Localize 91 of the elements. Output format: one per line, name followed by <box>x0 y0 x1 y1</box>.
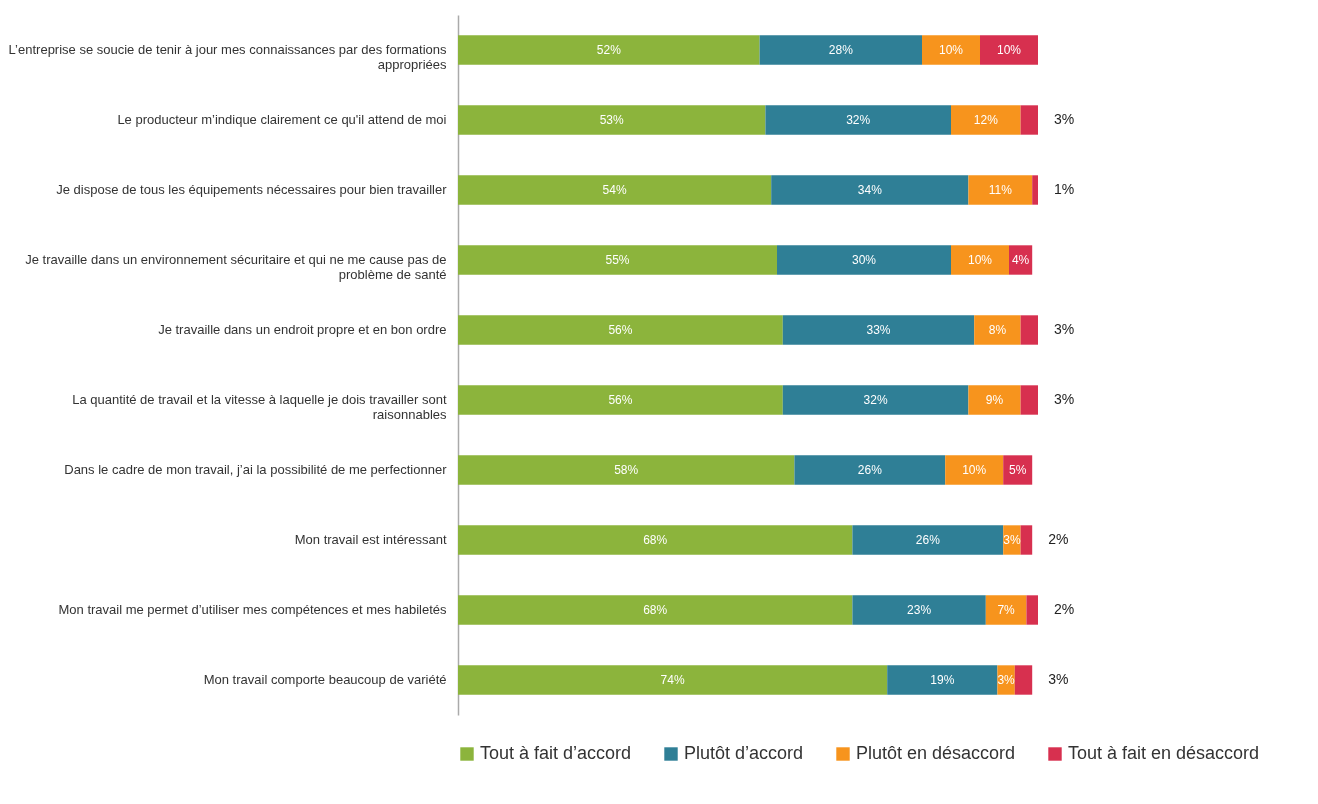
bar <box>887 665 998 695</box>
data-label: 30% <box>851 253 877 267</box>
data-label: 3% <box>1048 671 1069 687</box>
data-label: 74% <box>660 673 685 687</box>
data-label: 5% <box>1009 463 1027 477</box>
data-label: 32% <box>846 113 871 127</box>
bar <box>980 35 1038 65</box>
data-label: 7% <box>997 603 1016 617</box>
bar <box>458 455 795 485</box>
data-label: 10% <box>996 43 1022 57</box>
data-label: 56% <box>608 393 633 407</box>
bar <box>985 595 1027 625</box>
data-label: 10% <box>938 43 964 57</box>
data-label: 68% <box>643 603 668 617</box>
bar <box>458 525 853 555</box>
bar <box>974 315 1021 345</box>
data-label: 34% <box>857 183 883 197</box>
bar <box>1032 175 1038 205</box>
y-tick-label: L’entreprise se soucie de tenir à jour mes connaissances par des formations appropriées <box>8 42 447 72</box>
data-label: 55% <box>605 253 630 267</box>
data-label: 52% <box>596 43 622 57</box>
bar <box>945 455 1004 485</box>
data-label: 9% <box>985 393 1004 407</box>
data-label: 26% <box>857 463 883 477</box>
data-label: 54% <box>602 183 627 197</box>
bar <box>1026 595 1038 625</box>
y-tick-label: Je travaille dans un endroit propre et en bon ordre <box>158 322 447 337</box>
bar <box>458 175 772 205</box>
bar <box>1020 385 1038 415</box>
bar <box>458 315 783 345</box>
data-label: 10% <box>962 463 987 477</box>
bar <box>1020 315 1038 345</box>
data-label: 3% <box>997 673 1016 687</box>
legend-label: Plutôt en désaccord <box>856 743 1016 763</box>
data-label: 3% <box>1054 321 1075 337</box>
data-label: 58% <box>614 463 639 477</box>
y-tick-label: Mon travail me permet d’utiliser mes compétences et mes habiletés <box>58 602 447 617</box>
bar <box>782 385 969 415</box>
bar <box>759 35 922 65</box>
bar <box>852 525 1004 555</box>
y-tick-label: Je dispose de tous les équipements nécessaires pour bien travailler <box>56 182 448 197</box>
bar <box>1020 105 1038 135</box>
y-tick-label: Je travaille dans un environnement sécuritaire et qui ne me cause pas de problème de santé <box>25 252 447 282</box>
bar <box>771 175 969 205</box>
data-label: 4% <box>1011 253 1030 267</box>
y-tick-label: Mon travail comporte beaucoup de variété <box>203 672 447 687</box>
bar <box>1014 665 1033 695</box>
bar <box>968 385 1021 415</box>
bar <box>1020 525 1033 555</box>
data-label: 2% <box>1054 601 1075 617</box>
data-label: 26% <box>915 533 941 547</box>
data-label: 23% <box>907 603 932 617</box>
bar <box>458 595 853 625</box>
bar <box>794 455 946 485</box>
y-tick-label: Le producteur m’indique clairement ce qu'il attend de moi <box>117 112 447 127</box>
bar <box>458 665 888 695</box>
data-label: 33% <box>866 323 891 337</box>
bar <box>458 385 783 415</box>
bar <box>968 175 1033 205</box>
legend-label: Tout à fait d’accord <box>480 743 632 763</box>
bar <box>852 595 986 625</box>
data-label: 53% <box>599 113 625 127</box>
data-label: 56% <box>608 323 633 337</box>
data-label: 19% <box>930 673 955 687</box>
y-tick-label: Mon travail est intéressant <box>294 532 447 547</box>
legend-label: Tout à fait en désaccord <box>1068 743 1260 763</box>
data-label: 1% <box>1054 181 1075 197</box>
data-label: 32% <box>863 393 888 407</box>
data-label: 3% <box>1054 391 1075 407</box>
bar <box>951 245 1009 275</box>
bar <box>458 35 760 65</box>
bar <box>765 105 951 135</box>
bar <box>777 245 951 275</box>
data-label: 2% <box>1048 531 1069 547</box>
data-label: 3% <box>1054 111 1075 127</box>
data-label: 8% <box>988 323 1007 337</box>
bar <box>782 315 975 345</box>
bar <box>951 105 1021 135</box>
data-label: 28% <box>828 43 854 57</box>
bar <box>458 245 777 275</box>
legend-label: Plutôt d’accord <box>684 743 804 763</box>
bar <box>1003 455 1033 485</box>
data-label: 3% <box>1003 533 1021 547</box>
data-label: 10% <box>967 253 993 267</box>
bar <box>922 35 980 65</box>
bar <box>458 105 766 135</box>
data-label: 12% <box>973 113 999 127</box>
data-label: 68% <box>643 533 668 547</box>
y-tick-label: Dans le cadre de mon travail, j’ai la possibilité de me perfectionner <box>64 462 448 477</box>
y-tick-label: La quantité de travail et la vitesse à laquelle je dois travailler sont raisonnables <box>72 392 447 422</box>
data-label: 11% <box>988 183 1013 197</box>
